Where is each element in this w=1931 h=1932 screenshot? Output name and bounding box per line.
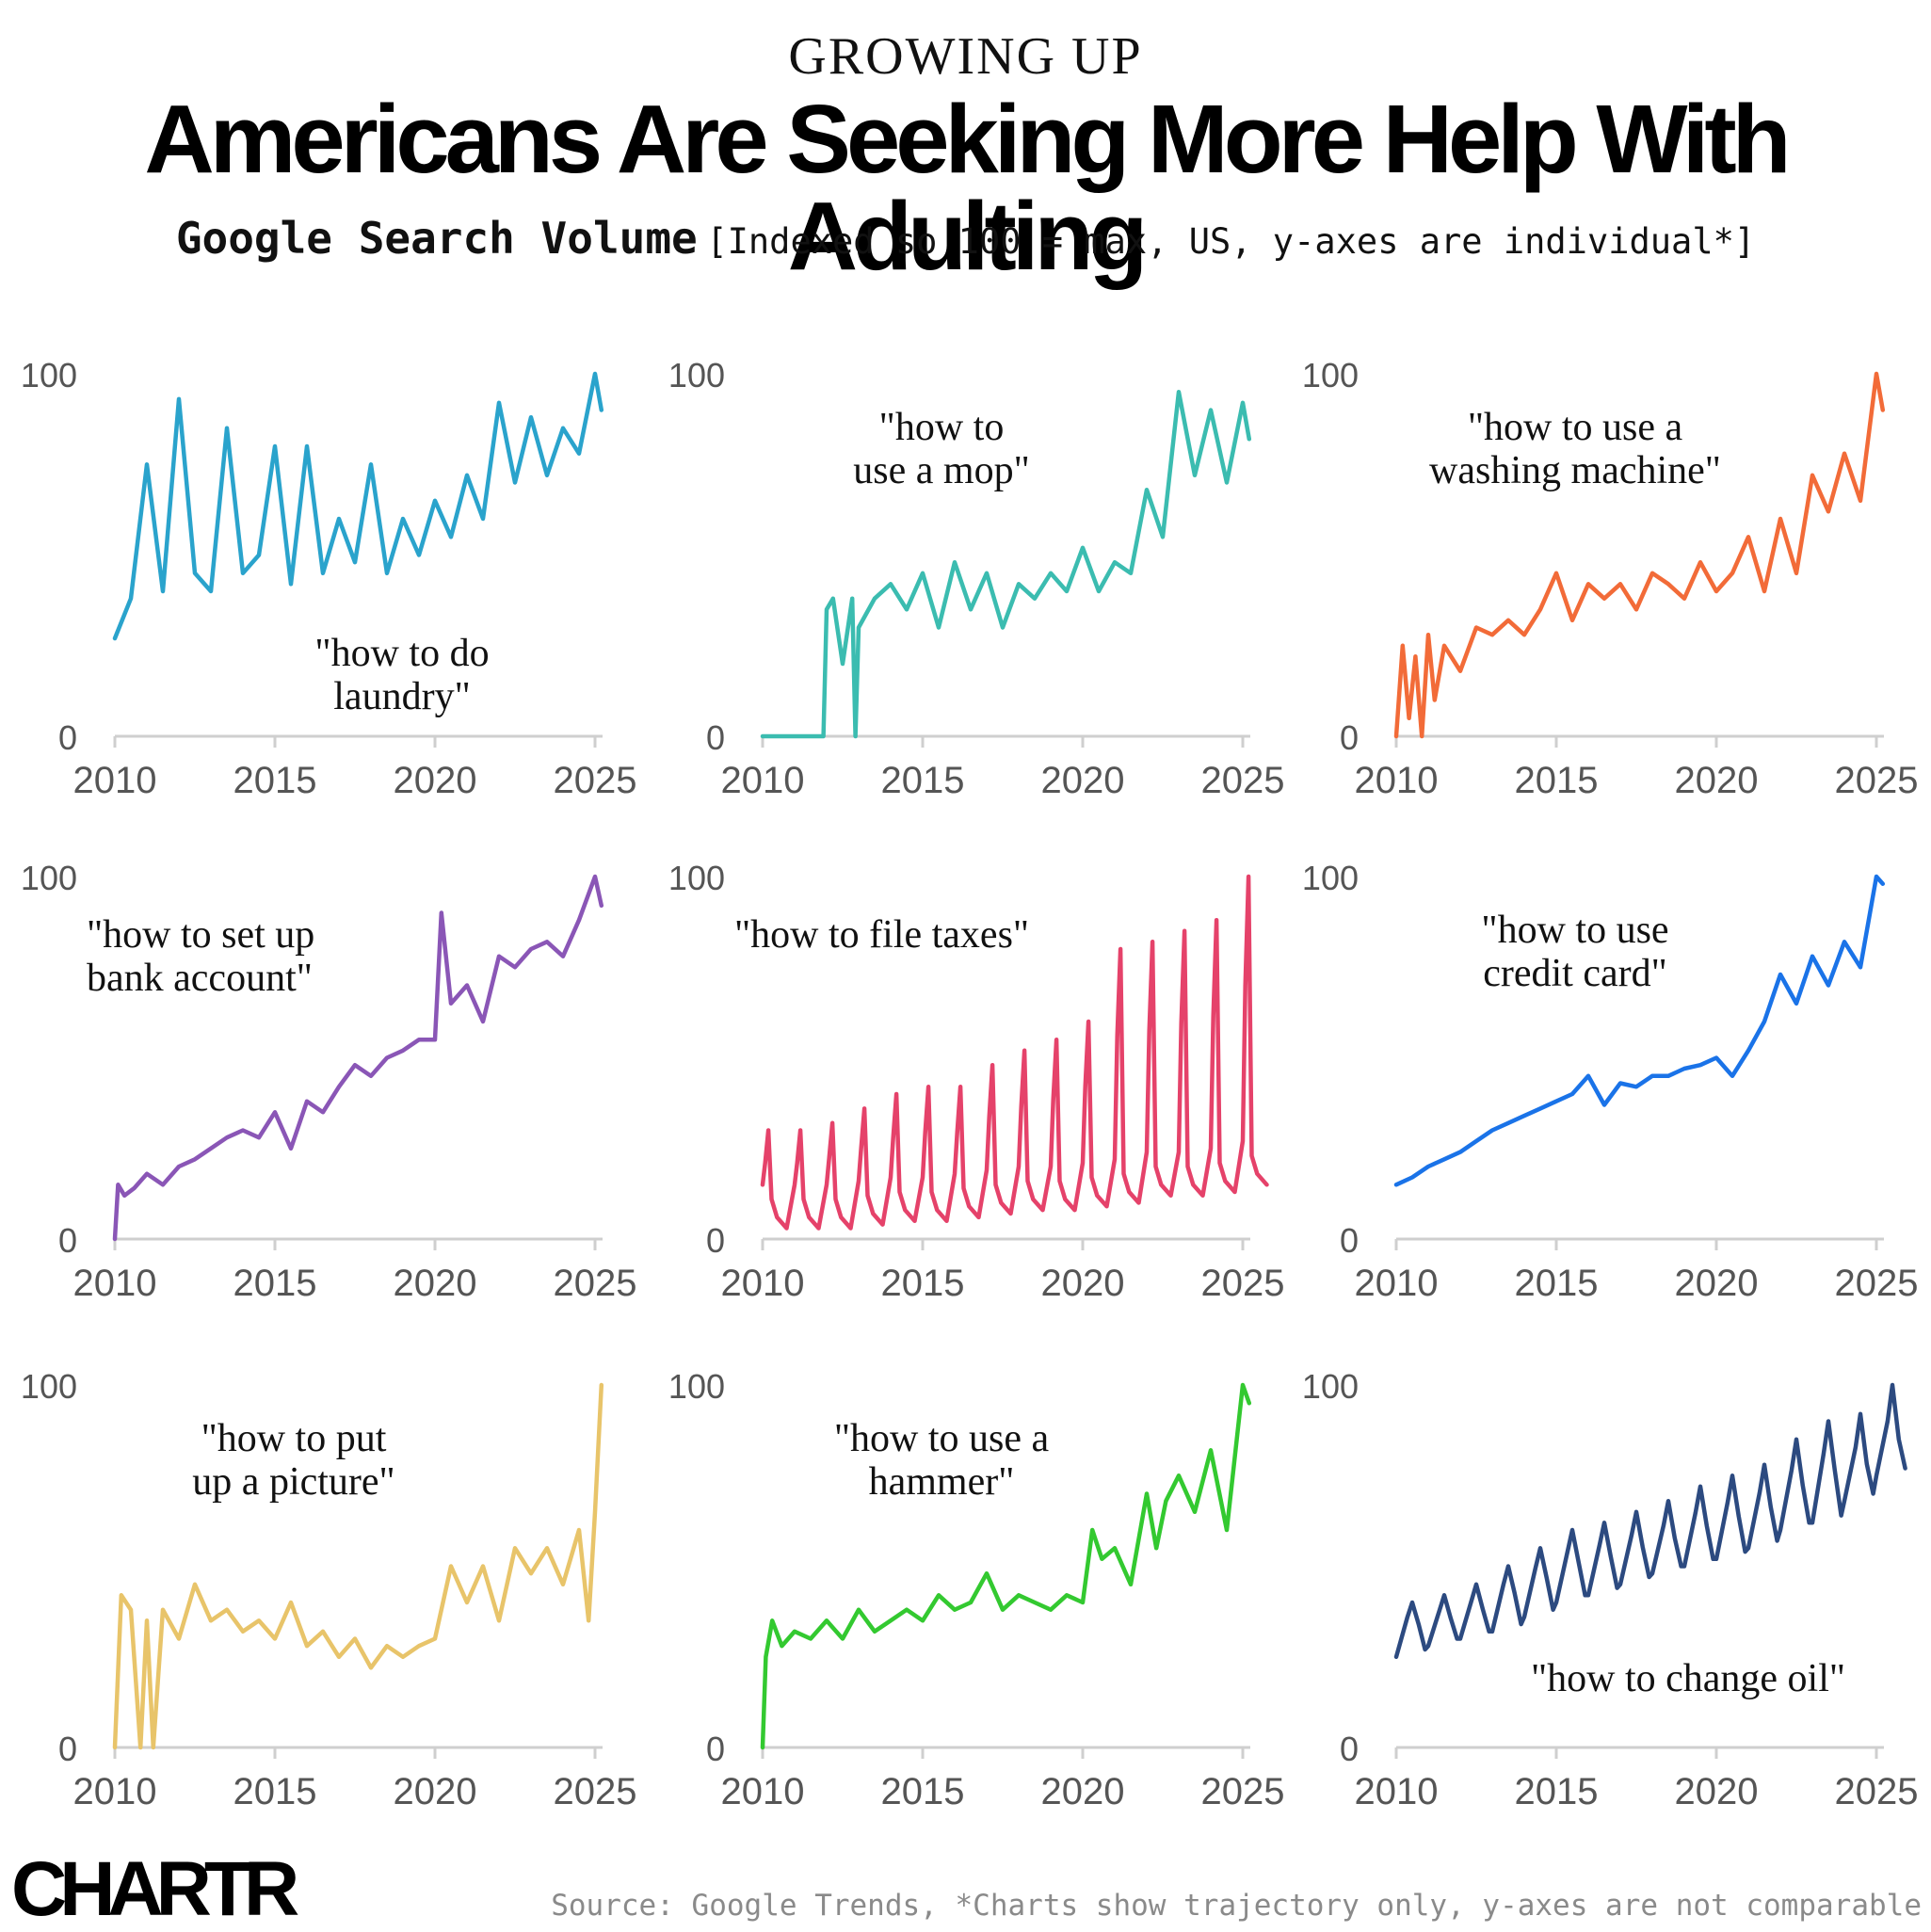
x-tick-label: 2025 <box>1201 1263 1285 1304</box>
series-label: laundry" <box>333 675 470 718</box>
x-tick-label: 2025 <box>1835 1263 1919 1304</box>
series-line <box>760 390 1252 739</box>
x-tick-label: 2010 <box>73 1771 157 1812</box>
x-tick-label: 2020 <box>1675 1771 1759 1812</box>
y-tick-label: 100 <box>668 859 725 897</box>
y-tick-label: 0 <box>1340 1730 1359 1768</box>
x-tick-label: 2015 <box>233 760 317 801</box>
y-tick-label: 100 <box>1302 356 1359 394</box>
chartr-logo: CHARTR <box>11 1846 299 1932</box>
series-line <box>1393 874 1886 1187</box>
x-tick-label: 2025 <box>1201 760 1285 801</box>
x-tick-label: 2015 <box>233 1263 317 1304</box>
x-tick-label: 2015 <box>881 760 965 801</box>
chart-title: Americans Are Seeking More Help With Adu… <box>144 85 1791 290</box>
x-tick-label: 2015 <box>881 1771 965 1812</box>
y-tick-label: 100 <box>1302 1367 1359 1406</box>
x-tick-label: 2010 <box>721 760 805 801</box>
x-tick-label: 2010 <box>1355 760 1439 801</box>
y-tick-label: 0 <box>1340 1221 1359 1260</box>
x-tick-label: 2020 <box>394 1771 477 1812</box>
y-tick-label: 0 <box>706 1221 725 1260</box>
x-tick-label: 2025 <box>554 760 637 801</box>
series-label: "how to put <box>201 1417 387 1460</box>
x-tick-label: 2025 <box>1835 760 1919 801</box>
series-line <box>112 874 604 1242</box>
x-tick-label: 2015 <box>881 1263 965 1304</box>
series-line <box>112 1382 604 1750</box>
panel-3: 2010 2015 2020 2025 0 100 "how to use awashing… <box>1302 356 1919 801</box>
x-tick-label: 2015 <box>1515 1771 1599 1812</box>
x-tick-label: 2020 <box>1675 760 1759 801</box>
series-label: hammer" <box>869 1460 1015 1504</box>
series-label: "how to change oil" <box>1531 1657 1845 1700</box>
x-tick-label: 2015 <box>1515 1263 1599 1304</box>
series-label: "how to do <box>314 632 489 675</box>
x-tick-label: 2015 <box>1515 760 1599 801</box>
series-line <box>760 874 1269 1231</box>
subtitle-main: Google Search Volume <box>175 213 698 264</box>
panel-5: 2010 2015 2020 2025 0 100"how to file taxes" <box>668 859 1285 1304</box>
x-tick-label: 2010 <box>1355 1771 1439 1812</box>
series-label: "how to set up <box>87 913 314 957</box>
series-line <box>112 371 604 641</box>
series-label: credit card" <box>1483 952 1667 995</box>
x-tick-label: 2015 <box>233 1771 317 1812</box>
chart-subtitle: Google Search Volume [Indexed so 100 = m… <box>0 213 1931 264</box>
x-tick-label: 2025 <box>554 1263 637 1304</box>
series-label: "how to use <box>1481 909 1668 952</box>
y-tick-label: 0 <box>58 1221 77 1260</box>
series-line <box>1393 1382 1907 1660</box>
x-tick-label: 2020 <box>1041 760 1125 801</box>
y-tick-label: 0 <box>58 718 77 757</box>
series-label: "how to use a <box>834 1417 1050 1460</box>
panel-9: 2010 2015 2020 2025 0 100 "how to change oil" <box>1302 1367 1919 1812</box>
x-tick-label: 2010 <box>73 760 157 801</box>
series-label: "how to <box>879 406 1005 449</box>
x-tick-label: 2025 <box>1201 1771 1285 1812</box>
x-tick-label: 2010 <box>73 1263 157 1304</box>
series-label: use a mop" <box>853 449 1029 492</box>
series-label: up a picture" <box>192 1460 394 1504</box>
series-label: "how to file taxes" <box>734 913 1029 957</box>
y-tick-label: 100 <box>21 1367 77 1406</box>
y-tick-label: 100 <box>668 1367 725 1406</box>
x-tick-label: 2020 <box>394 760 477 801</box>
series-label: washing machine" <box>1429 449 1721 492</box>
x-tick-label: 2010 <box>1355 1263 1439 1304</box>
x-tick-label: 2010 <box>721 1771 805 1812</box>
y-tick-label: 100 <box>668 356 725 394</box>
y-tick-label: 0 <box>706 718 725 757</box>
x-tick-label: 2010 <box>721 1263 805 1304</box>
x-tick-label: 2020 <box>1041 1263 1125 1304</box>
series-label: bank account" <box>87 957 313 1000</box>
y-tick-label: 0 <box>58 1730 77 1768</box>
y-tick-label: 0 <box>706 1730 725 1768</box>
subtitle-note: [Indexed so 100 = max, US, y-axes are in… <box>706 221 1756 262</box>
y-tick-label: 100 <box>1302 859 1359 897</box>
source-note: Source: Google Trends, *Charts show traj… <box>551 1889 1922 1923</box>
y-tick-label: 100 <box>21 859 77 897</box>
x-tick-label: 2025 <box>554 1771 637 1812</box>
x-tick-label: 2020 <box>394 1263 477 1304</box>
chart-kicker: GROWING UP <box>788 27 1143 86</box>
x-tick-label: 2020 <box>1675 1263 1759 1304</box>
series-label: "how to use a <box>1468 406 1683 449</box>
y-tick-label: 0 <box>1340 718 1359 757</box>
x-tick-label: 2025 <box>1835 1771 1919 1812</box>
y-tick-label: 100 <box>21 356 77 394</box>
series-line <box>760 1382 1252 1750</box>
x-tick-label: 2020 <box>1041 1771 1125 1812</box>
series-line <box>1393 371 1886 739</box>
